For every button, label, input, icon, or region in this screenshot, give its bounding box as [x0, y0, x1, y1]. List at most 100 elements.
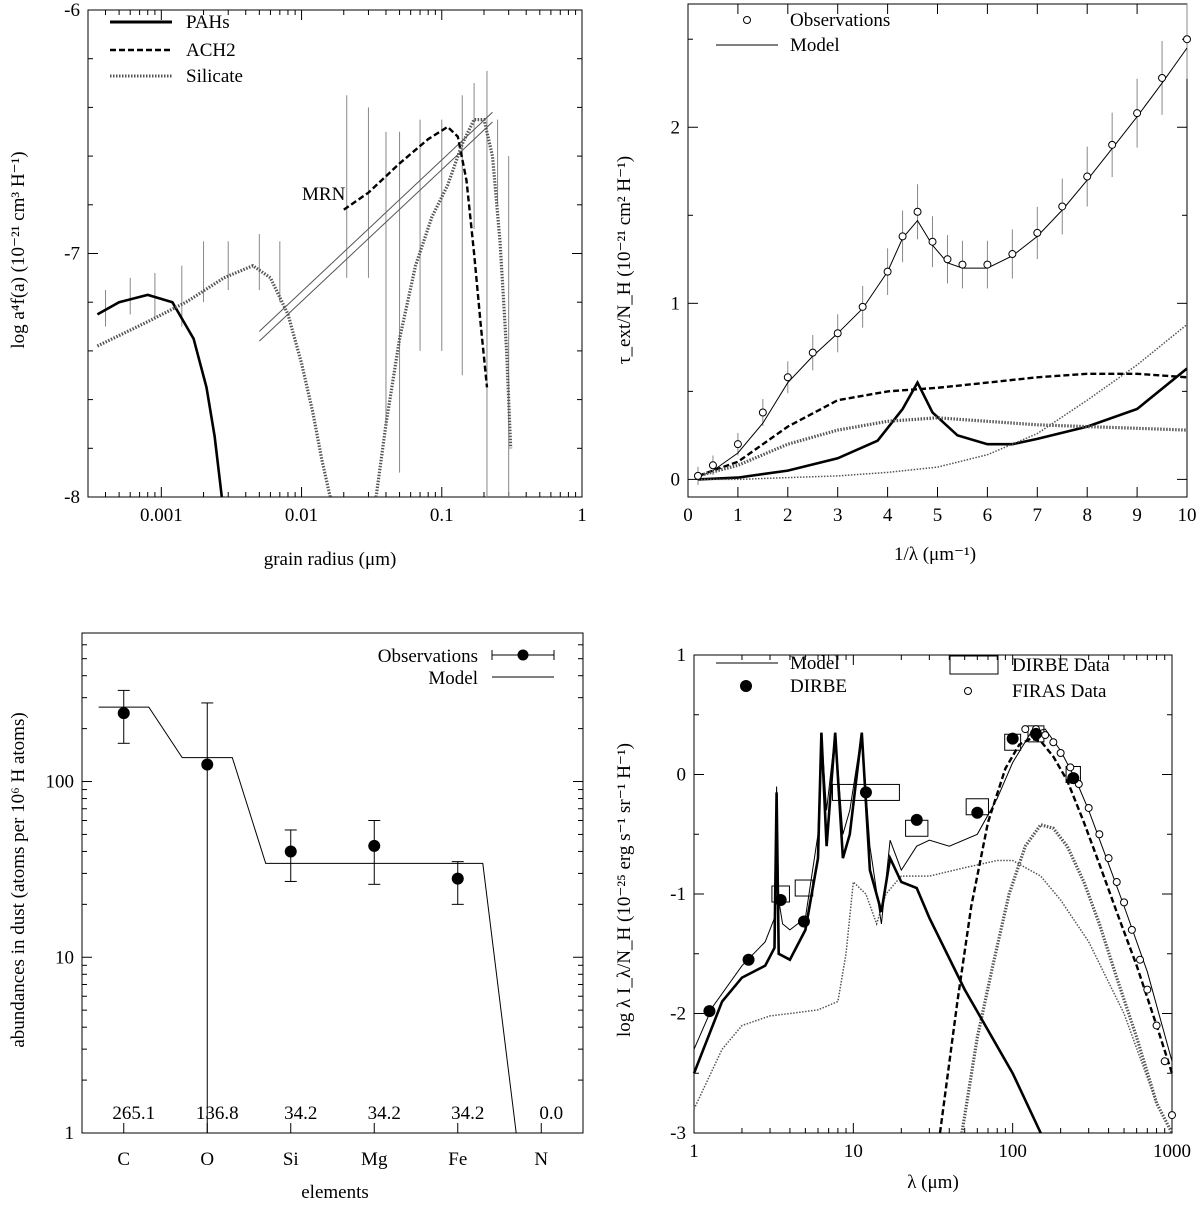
- p3-model-value-label: 34.2: [451, 1103, 484, 1124]
- p3-y-tick-label: 10: [55, 947, 74, 968]
- p3-x-axis-label: elements: [301, 1182, 369, 1203]
- p4-dirbe-point: [1067, 772, 1080, 785]
- p3-x-tick-label-mg: Mg: [361, 1149, 388, 1170]
- p4-series-silicate-large: [960, 822, 1174, 1134]
- p1-legend-label-silicate: Silicate: [186, 66, 243, 87]
- p2-x-tick-label: 0: [683, 505, 693, 526]
- p1-x-tick-label: 0.1: [430, 505, 454, 526]
- p1-series-silicate-large: [374, 117, 513, 498]
- p2-legend-label-observations: Observations: [790, 10, 890, 31]
- p4-legend-label-dirbe-data: DIRBE Data: [1012, 655, 1110, 676]
- p2-y-tick-label: 0: [671, 469, 681, 490]
- p2-observation-point: [1033, 228, 1042, 237]
- p4-y-axis-label: log λ I_λ/N_H (10⁻²⁵ erg s⁻¹ sr⁻¹ H⁻¹): [614, 743, 635, 1037]
- panel-elemental-abundances: 1 10 100 C O Si Mg Fe N 265.1 136.8 34.2 34.2 34.2 0.0…: [8, 632, 584, 1203]
- p1-series-ach2: [343, 125, 489, 388]
- p3-x-tick-label-n: N: [534, 1149, 548, 1170]
- p4-dirbe-point: [703, 1005, 716, 1018]
- p3-legend-swatch-observations-dot: [517, 649, 529, 661]
- p2-y-axis-label: τ_ext/N_H (10⁻²¹ cm² H⁻¹): [614, 156, 635, 364]
- p2-observation-point: [898, 232, 907, 241]
- p3-model-value-label: 34.2: [368, 1103, 401, 1124]
- p3-observation-point: [451, 872, 464, 885]
- p3-observation-point: [117, 707, 130, 720]
- p3-x-tick-label-si: Si: [283, 1149, 299, 1170]
- p2-legend: Observations Model: [716, 10, 890, 56]
- p4-dirbe-point: [971, 806, 984, 819]
- p1-x-tick-label: 0.001: [140, 505, 183, 526]
- p2-x-tick-label: 10: [1178, 505, 1197, 526]
- p3-x-tick-label-fe: Fe: [448, 1149, 467, 1170]
- p2-x-tick-label: 2: [783, 505, 793, 526]
- p2-legend-swatch-observations: [743, 16, 751, 24]
- p4-firas-point: [1084, 803, 1093, 812]
- p2-observation-point: [1083, 172, 1092, 181]
- p3-plot-frame: [81, 632, 584, 1134]
- p2-x-tick-label: 7: [1033, 505, 1043, 526]
- p2-y-tick-label: 2: [671, 117, 681, 138]
- p4-x-axis-label: λ (μm): [907, 1172, 959, 1193]
- p2-series-silicate: [697, 416, 1188, 478]
- p4-firas-point: [1021, 725, 1030, 734]
- p4-firas-point: [1160, 1057, 1169, 1066]
- p4-firas-point: [1056, 748, 1065, 757]
- p2-observation-point: [708, 461, 717, 470]
- p2-x-tick-label: 1: [733, 505, 743, 526]
- panel-extinction-curve: 0 1 2 3 4 5 6 7 8 9 10 0 1 2 1/λ (μm⁻¹) τ_ext/N_H (10…: [614, 3, 1197, 565]
- p1-mrn-line: [258, 111, 493, 332]
- p3-model-value-label: 34.2: [284, 1103, 317, 1124]
- p4-series-ach2: [938, 737, 1174, 1134]
- p1-x-tick-label: 1: [577, 505, 587, 526]
- p2-observation-point: [883, 267, 892, 276]
- p4-plot-frame: [693, 654, 1173, 1134]
- p2-observation-point: [693, 471, 702, 480]
- p1-series-pahs: [96, 293, 224, 498]
- p3-legend-label-model: Model: [428, 668, 478, 689]
- p3-y-tick-label: 1: [65, 1123, 75, 1144]
- p4-firas-point: [1143, 985, 1152, 994]
- p2-series-small-silicate: [698, 323, 1188, 481]
- p2-x-tick-label: 5: [933, 505, 943, 526]
- p2-observation-point: [758, 408, 767, 417]
- p2-observation-point: [913, 207, 922, 216]
- p4-dirbe-point: [774, 893, 787, 906]
- p1-y-tick-label: -8: [64, 487, 80, 508]
- p4-y-tick-label: -2: [670, 1004, 686, 1025]
- p4-x-tick-label: 1: [689, 1141, 699, 1162]
- p1-annotation-mrn: MRN: [302, 184, 346, 205]
- p3-observation-point: [368, 839, 381, 852]
- p4-firas-point: [1104, 854, 1113, 863]
- p1-series-silicate-small: [96, 263, 332, 498]
- p3-legend-label-observations: Observations: [378, 646, 478, 667]
- p4-legend-label-firas-data: FIRAS Data: [1012, 681, 1107, 702]
- p1-y-tick-label: -7: [64, 244, 80, 265]
- p4-legend-swatch-firas-data: [964, 687, 972, 695]
- p1-legend: PAHs ACH2 Silicate: [110, 12, 243, 87]
- p2-observation-point: [833, 329, 842, 338]
- p3-y-tick-label: 100: [46, 772, 75, 793]
- p3-x-tick-label-o: O: [200, 1149, 214, 1170]
- p3-legend: Observations Model: [378, 646, 555, 689]
- p3-series-model: [98, 706, 567, 1134]
- p2-observation-point: [983, 260, 992, 269]
- p4-y-tick-label: -3: [670, 1123, 686, 1144]
- p2-series-model: [697, 47, 1188, 479]
- p2-observation-point: [1008, 250, 1017, 259]
- p2-legend-label-model: Model: [790, 35, 840, 56]
- p3-x-tick-label-c: C: [117, 1149, 130, 1170]
- p1-y-tick-label: -6: [64, 0, 80, 21]
- p2-observation-point: [958, 260, 967, 269]
- p4-dirbe-data-box: [831, 783, 900, 801]
- p4-dirbe-point: [742, 953, 755, 966]
- p4-dirbe-data-box: [794, 879, 814, 897]
- p1-legend-label-pahs: PAHs: [186, 12, 230, 33]
- p4-firas-point: [1112, 878, 1121, 887]
- p4-firas-point: [1127, 925, 1136, 934]
- p2-x-axis-label: 1/λ (μm⁻¹): [894, 544, 976, 565]
- p2-x-tick-label: 6: [983, 505, 993, 526]
- p4-legend-label-model: Model: [790, 653, 840, 674]
- p4-dirbe-point: [910, 813, 923, 826]
- p4-legend: Model DIRBE DIRBE Data FIRAS Data: [716, 653, 1110, 702]
- p4-x-tick-label: 100: [998, 1141, 1027, 1162]
- p4-dirbe-point: [1006, 732, 1019, 745]
